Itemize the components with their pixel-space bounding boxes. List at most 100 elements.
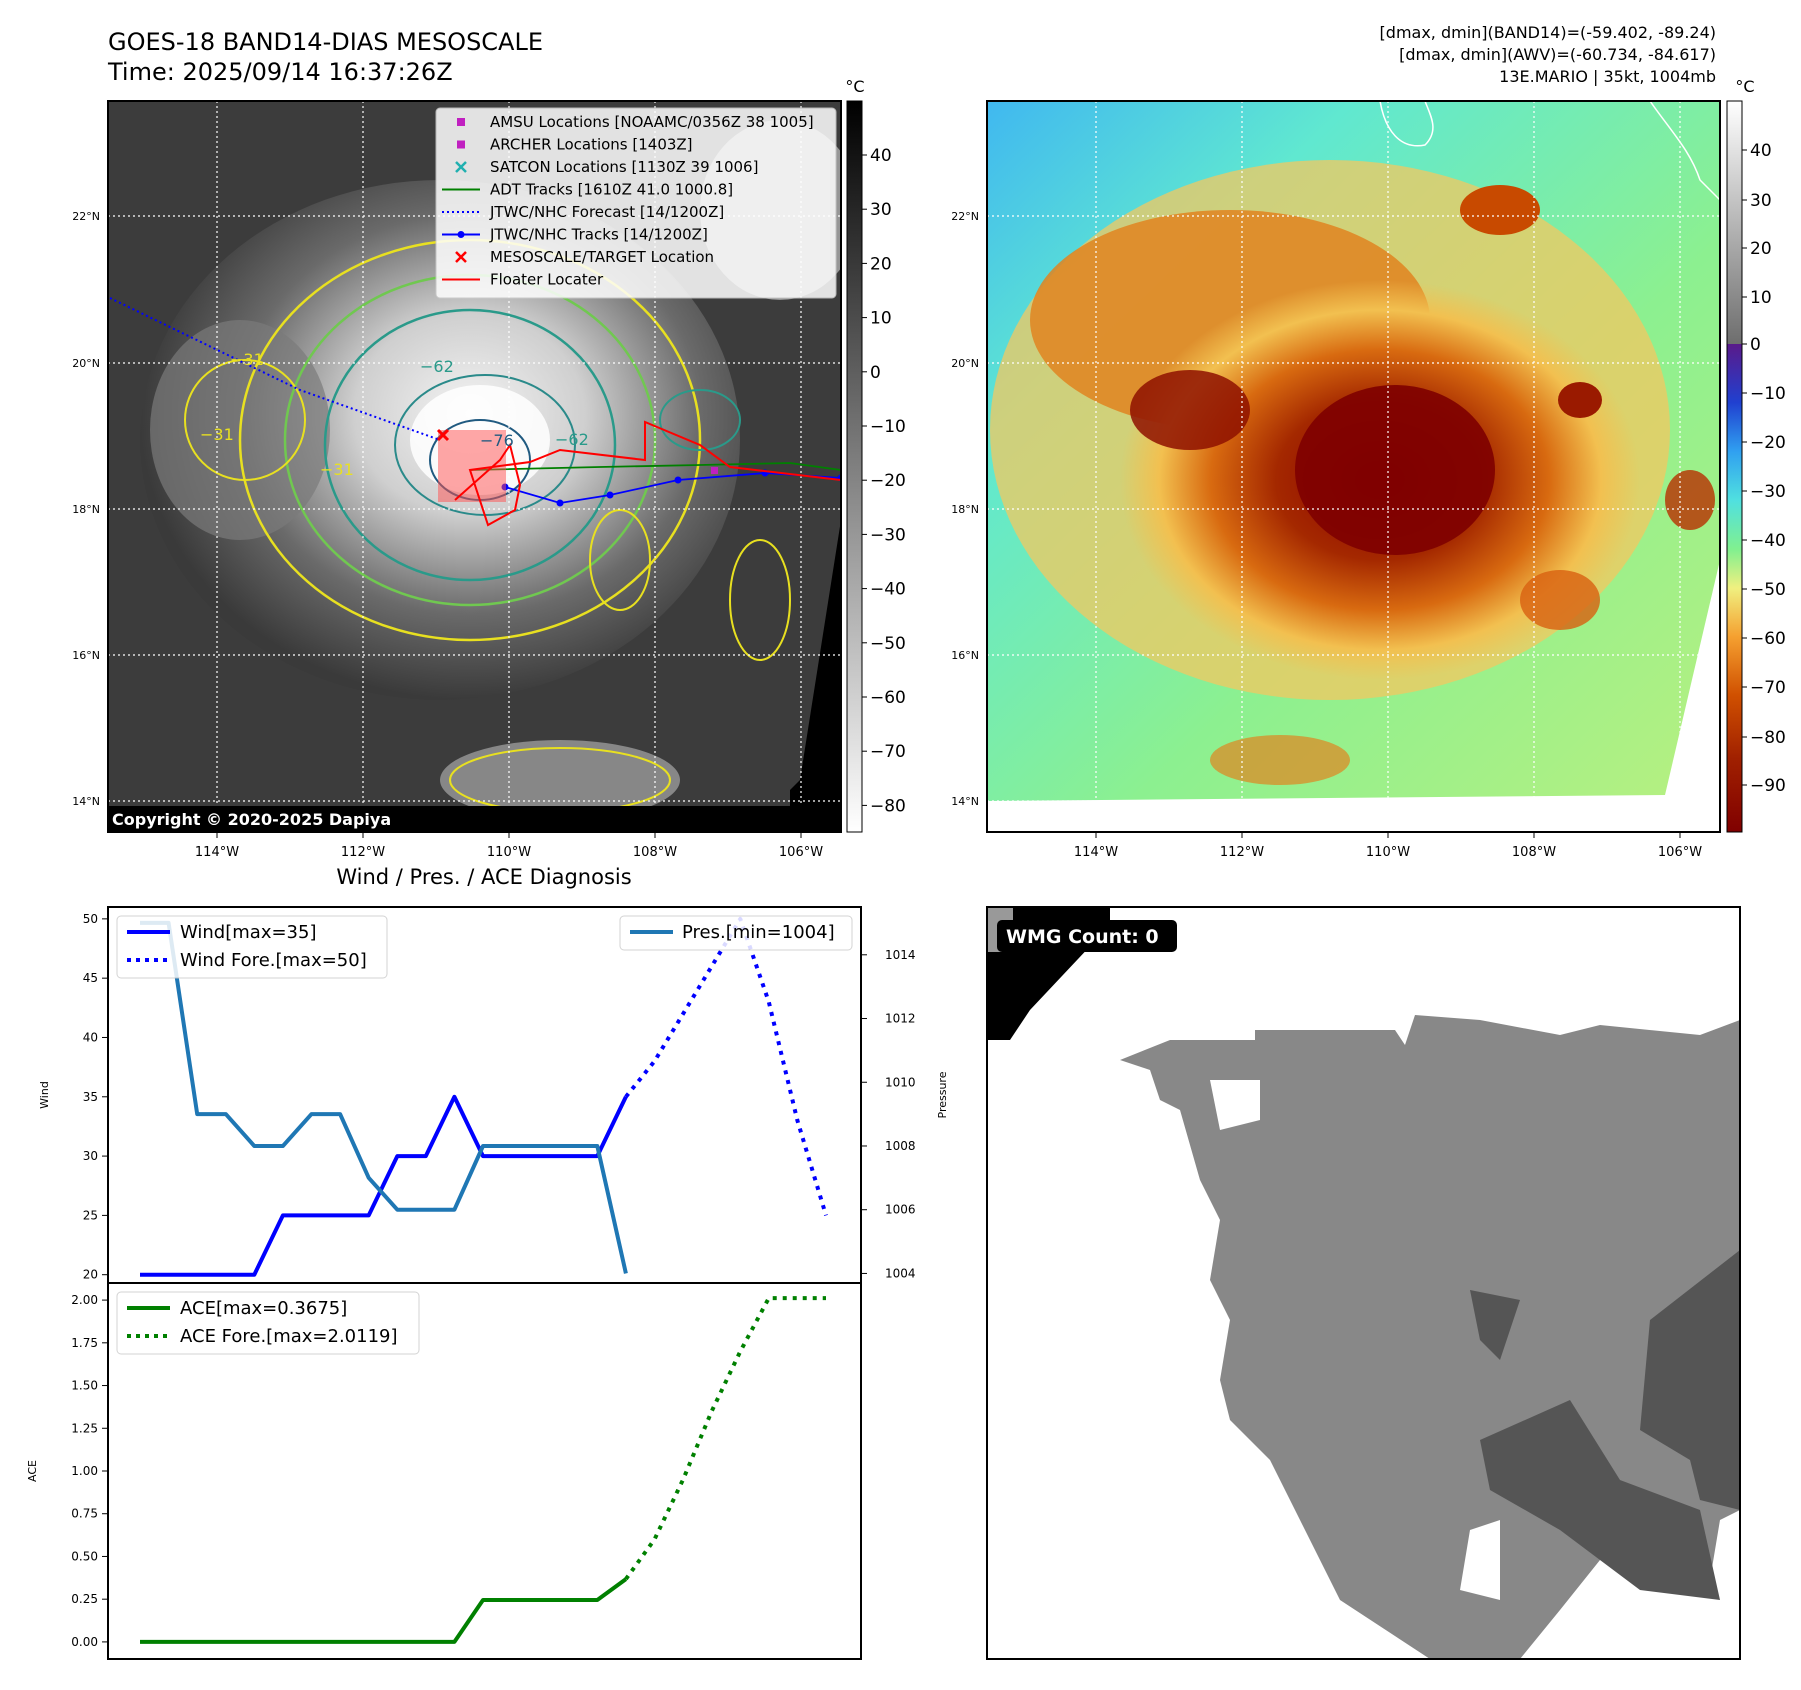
ir-map-panel: −76 −31 −31 −31 −62 −62 Copyright © 2020… — [107, 100, 842, 833]
colorbar-tick-label: −40 — [870, 580, 906, 600]
copyright-bar — [108, 806, 841, 832]
lon-label: 112°W — [341, 845, 385, 860]
legend-marker — [455, 251, 467, 263]
lat-label: 18°N — [951, 503, 979, 516]
lon-label: 110°W — [1366, 845, 1410, 860]
lat-label: 20°N — [72, 357, 100, 370]
colorbar-tick-label: 40 — [1750, 141, 1772, 161]
color-lat-labels: 22°N 20°N 18°N 16°N 14°N — [951, 210, 979, 808]
diagnosis-title: Wind / Pres. / ACE Diagnosis — [336, 865, 631, 889]
series-line-ace — [140, 1577, 628, 1644]
colorbar-tick-label: −10 — [1750, 384, 1786, 404]
info-storm: 13E.MARIO | 35kt, 1004mb — [1499, 67, 1716, 86]
legend-label: JTWC/NHC Forecast [14/1200Z] — [489, 203, 724, 221]
ir-no-data-region — [790, 520, 841, 832]
wmg-count-text: WMG Count: 0 — [1006, 926, 1159, 948]
legend-entry: ARCHER Locations [1403Z] — [457, 136, 693, 154]
colorbar-tick-label: −80 — [870, 796, 906, 816]
lat-label: 16°N — [72, 649, 100, 662]
colorbar-tick-label: −50 — [870, 634, 906, 654]
contour-label: −31 — [230, 350, 264, 369]
map-legend: AMSU Locations [NOAAMC/0356Z 38 1005] ARC… — [435, 107, 837, 299]
ir-map-frame — [107, 100, 842, 833]
color-map-frame — [986, 100, 1721, 833]
coastline — [1379, 101, 1434, 147]
jtwc-forecast-track — [109, 297, 441, 441]
lon-label: 108°W — [1512, 845, 1556, 860]
contour-label: −76 — [480, 431, 514, 450]
y-tick-label: 20 — [83, 1268, 98, 1282]
y-tick-label: 0.25 — [71, 1592, 98, 1606]
lon-label: 114°W — [1074, 845, 1118, 860]
lon-label: 106°W — [1658, 845, 1702, 860]
legend-ace-forecast: ACE Fore.[max=2.0119] — [180, 1326, 398, 1347]
colorbar-tick-label: −30 — [1750, 482, 1786, 502]
y-tick-label: 0.00 — [71, 1635, 98, 1649]
jtwc-best-track — [504, 472, 841, 504]
wind-legend: Wind[max=35] Wind Fore.[max=50] — [116, 915, 388, 979]
colorbar-tick-label: 0 — [870, 363, 881, 383]
y-tick-label: 35 — [83, 1090, 98, 1104]
colorbar-tick-label: −10 — [870, 417, 906, 437]
y-tick-label: 0.75 — [71, 1507, 98, 1521]
y-tick-label: 30 — [83, 1149, 98, 1163]
legend-label: Floater Locater — [490, 271, 604, 289]
colorbar-tick-label: −90 — [1750, 776, 1786, 796]
copyright-text: Copyright © 2020-2025 Dapiya — [112, 810, 391, 829]
ir-colorbar-unit: °C — [845, 77, 864, 96]
adt-track — [469, 462, 841, 471]
lon-label: 106°W — [779, 845, 823, 860]
lat-label: 22°N — [72, 210, 100, 223]
y-right-tick-label: 1006 — [885, 1203, 916, 1217]
y-tick-label: 1.25 — [71, 1421, 98, 1435]
colorbar-tick-label: −60 — [870, 688, 906, 708]
y-tick-label: 50 — [83, 912, 98, 926]
legend-marker — [457, 118, 465, 126]
wmg-panel: WMG Count: 0 — [986, 906, 1741, 1660]
y-tick-label: 1.00 — [71, 1464, 98, 1478]
legend-entry: SATCON Locations [1130Z 39 1006] — [455, 158, 758, 176]
wmg-dark-region — [1640, 1250, 1740, 1510]
lat-label: 16°N — [951, 649, 979, 662]
pressure-axis-label: Pressure — [936, 1071, 949, 1118]
wind-axis-label: Wind — [38, 1081, 51, 1109]
colorbar-tick-label: −70 — [870, 742, 906, 762]
wind-pressure-chart: 20 25 30 35 40 45 50 1004 1006 1008 1010 1012 1014 W… — [38, 906, 949, 1284]
colorbar-tick-label: 30 — [870, 200, 892, 220]
lat-label: 14°N — [72, 795, 100, 808]
figure-time: Time: 2025/09/14 16:37:26Z — [107, 58, 453, 86]
y-right-tick-label: 1014 — [885, 948, 916, 962]
y-right-tick-label: 1008 — [885, 1139, 916, 1153]
lat-label: 22°N — [951, 210, 979, 223]
legend-entry: Floater Locater — [442, 271, 604, 289]
pressure-legend: Pres.[min=1004] — [619, 915, 853, 951]
legend-label: MESOSCALE/TARGET Location — [490, 248, 714, 266]
colorbar-tick-label: 10 — [1750, 288, 1772, 308]
series-line-wind-fore- — [624, 916, 828, 1216]
legend-wind: Wind[max=35] — [180, 922, 317, 943]
y-tick-label: 2.00 — [71, 1293, 98, 1307]
y-right-tick-label: 1012 — [885, 1012, 916, 1026]
y-right-tick-label: 1010 — [885, 1075, 916, 1089]
info-band14-range: [dmax, dmin](BAND14)=(-59.402, -89.24) — [1380, 23, 1716, 42]
colorbar-tick-label: 30 — [1750, 191, 1772, 211]
colorbar-tick-label: −60 — [1750, 629, 1786, 649]
legend-label: JTWC/NHC Tracks [14/1200Z] — [489, 226, 708, 244]
colorbar-tick-label: −50 — [1750, 580, 1786, 600]
lat-label: 20°N — [951, 357, 979, 370]
legend-label: ADT Tracks [1610Z 41.0 1000.8] — [490, 181, 733, 199]
contour-label: −31 — [320, 460, 354, 479]
colorbar-tick-label: −80 — [1750, 728, 1786, 748]
legend-label: AMSU Locations [NOAAMC/0356Z 38 1005] — [490, 113, 814, 131]
series-line-wind — [140, 1094, 628, 1277]
amsu-location-marker — [711, 467, 718, 474]
color-colorbar-unit: °C — [1735, 77, 1754, 96]
colorbar-tick-label: 10 — [870, 309, 892, 329]
wmg-frame — [986, 906, 1741, 1660]
colorbar-tick-label: −20 — [1750, 433, 1786, 453]
ir-lon-labels: 114°W 112°W 110°W 108°W 106°W — [195, 832, 823, 860]
colorbar-tick-label: 20 — [870, 254, 892, 274]
lat-label: 14°N — [951, 795, 979, 808]
ace-axis-label: ACE — [26, 1460, 39, 1482]
legend-entry: MESOSCALE/TARGET Location — [455, 248, 714, 266]
